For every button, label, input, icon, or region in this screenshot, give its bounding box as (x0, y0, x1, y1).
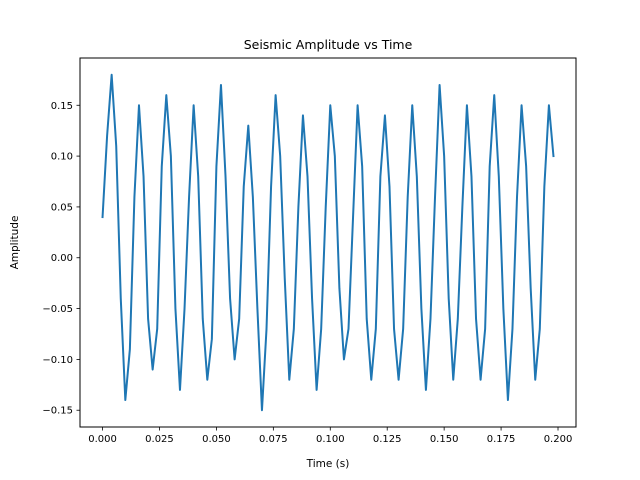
x-tick-label: 0.150 (430, 434, 459, 445)
x-tick-label: 0.075 (259, 434, 288, 445)
y-tick-label: 0.00 (51, 253, 73, 264)
x-tick-label: 0.050 (202, 434, 231, 445)
series-line (101, 73, 555, 412)
chart-title: Seismic Amplitude vs Time (244, 37, 413, 52)
x-tick-label: 0.200 (544, 434, 573, 445)
plot-frame (79, 57, 577, 428)
y-tick-label: −0.15 (42, 406, 73, 417)
y-tick-label: 0.05 (51, 202, 73, 213)
y-axis-label: Amplitude (9, 216, 21, 270)
x-axis: 0.000 0.025 0.050 0.075 0.100 0.125 0.150 0.175… (88, 427, 572, 445)
y-tick-label: 0.15 (51, 101, 73, 112)
y-tick-label: −0.05 (42, 304, 73, 315)
x-axis-label: Time (s) (306, 458, 350, 470)
x-tick-label: 0.000 (88, 434, 117, 445)
y-axis: −0.15 −0.10 −0.05 0.00 0.05 0.10 0.15 (42, 101, 80, 417)
x-tick-label: 0.100 (316, 434, 345, 445)
y-tick-label: −0.10 (42, 355, 73, 366)
x-tick-label: 0.025 (145, 434, 174, 445)
x-tick-label: 0.175 (487, 434, 516, 445)
y-tick-label: 0.10 (51, 152, 73, 163)
x-tick-label: 0.125 (373, 434, 402, 445)
